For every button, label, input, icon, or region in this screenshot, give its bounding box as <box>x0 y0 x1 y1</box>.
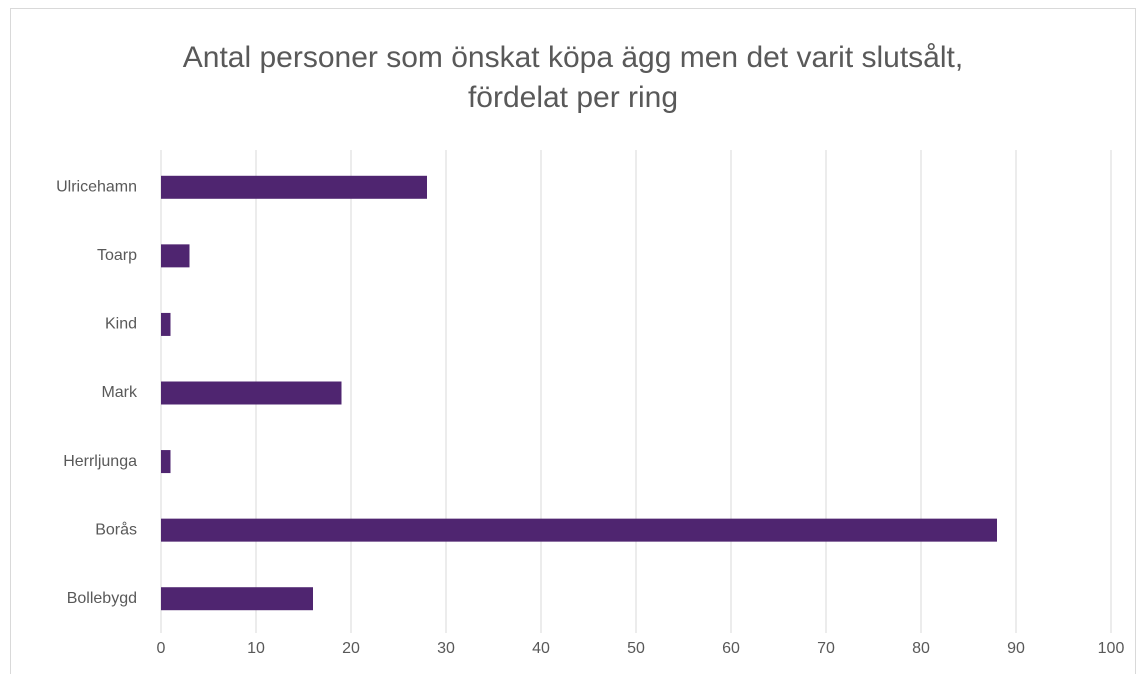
x-tick-label: 30 <box>437 640 455 657</box>
x-tick-label: 50 <box>627 640 645 657</box>
x-tick-label: 10 <box>247 640 265 657</box>
bar <box>161 244 190 268</box>
x-tick-label: 40 <box>532 640 550 657</box>
y-tick-label: Herrljunga <box>63 453 137 470</box>
x-tick-label: 80 <box>912 640 930 657</box>
x-tick-label: 70 <box>817 640 835 657</box>
y-tick-label: Borås <box>95 520 137 538</box>
x-tick-label: 90 <box>1007 640 1025 657</box>
bar <box>161 450 171 474</box>
bar <box>161 587 313 611</box>
chart-title: Antal personer som önskat köpa ägg men d… <box>182 41 964 114</box>
y-tick-label: Ulricehamn <box>56 179 137 196</box>
y-tick-label: Mark <box>101 384 138 401</box>
chart-border <box>10 8 1136 674</box>
x-tick-label: 100 <box>1098 640 1125 657</box>
y-tick-label: Kind <box>105 316 137 333</box>
bar <box>161 175 427 199</box>
y-tick-label: Toarp <box>97 247 137 264</box>
x-tick-label: 20 <box>342 640 360 657</box>
x-tick-label: 0 <box>157 640 166 657</box>
bar <box>161 518 997 542</box>
x-tick-label: 60 <box>722 640 740 657</box>
bar <box>161 312 171 336</box>
y-tick-label: Bollebygd <box>67 590 137 607</box>
bar <box>161 381 342 405</box>
